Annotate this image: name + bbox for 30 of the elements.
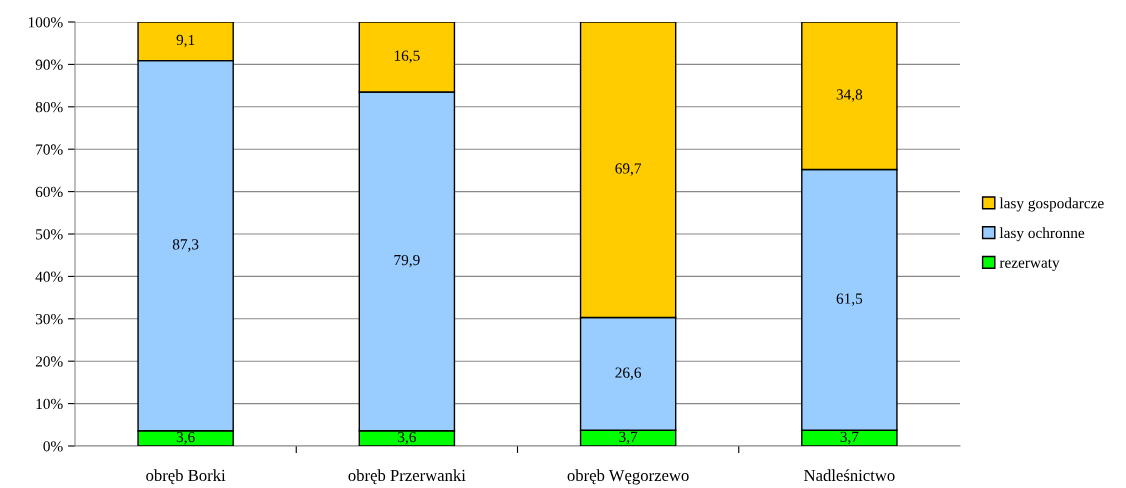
data-label: 87,3 bbox=[172, 239, 199, 252]
x-tick-label: obręb Przerwanki bbox=[348, 469, 466, 485]
data-label: 3,7 bbox=[619, 431, 638, 445]
legend-label: lasy ochronne bbox=[999, 227, 1085, 242]
y-tick-label: 20% bbox=[35, 356, 63, 367]
y-tick-label: 80% bbox=[35, 101, 63, 113]
data-label: 3,6 bbox=[176, 431, 195, 445]
data-label: 3,7 bbox=[840, 431, 859, 445]
legend-label: lasy gospodarcze bbox=[999, 197, 1104, 212]
y-tick-label: 10% bbox=[36, 398, 63, 410]
legend-label: rezerwaty bbox=[999, 259, 1060, 271]
y-tick-label: 40% bbox=[35, 271, 63, 282]
y-tick-label: 90% bbox=[35, 59, 63, 70]
x-tick-label: Nadleśnictwo bbox=[804, 469, 895, 482]
y-tick-label: 0% bbox=[43, 441, 63, 452]
data-label: 69,7 bbox=[615, 163, 642, 176]
x-tick-label: obręb Borki bbox=[146, 469, 226, 485]
data-label: 3,6 bbox=[398, 431, 416, 445]
data-label: 26,6 bbox=[615, 367, 642, 380]
y-tick-label: 30% bbox=[35, 313, 63, 325]
data-label: 61,5 bbox=[836, 293, 863, 306]
data-label: 9,1 bbox=[176, 34, 195, 48]
data-label: 16,5 bbox=[394, 50, 420, 63]
y-tick-label: 50% bbox=[36, 229, 63, 240]
data-label: 79,9 bbox=[394, 254, 420, 268]
y-tick-label: 60% bbox=[35, 186, 63, 198]
y-tick-label: 100% bbox=[28, 17, 63, 28]
y-tick-label: 70% bbox=[36, 144, 63, 155]
data-label: 34,8 bbox=[836, 89, 863, 102]
x-tick-label: obręb Węgorzewo bbox=[567, 469, 689, 485]
